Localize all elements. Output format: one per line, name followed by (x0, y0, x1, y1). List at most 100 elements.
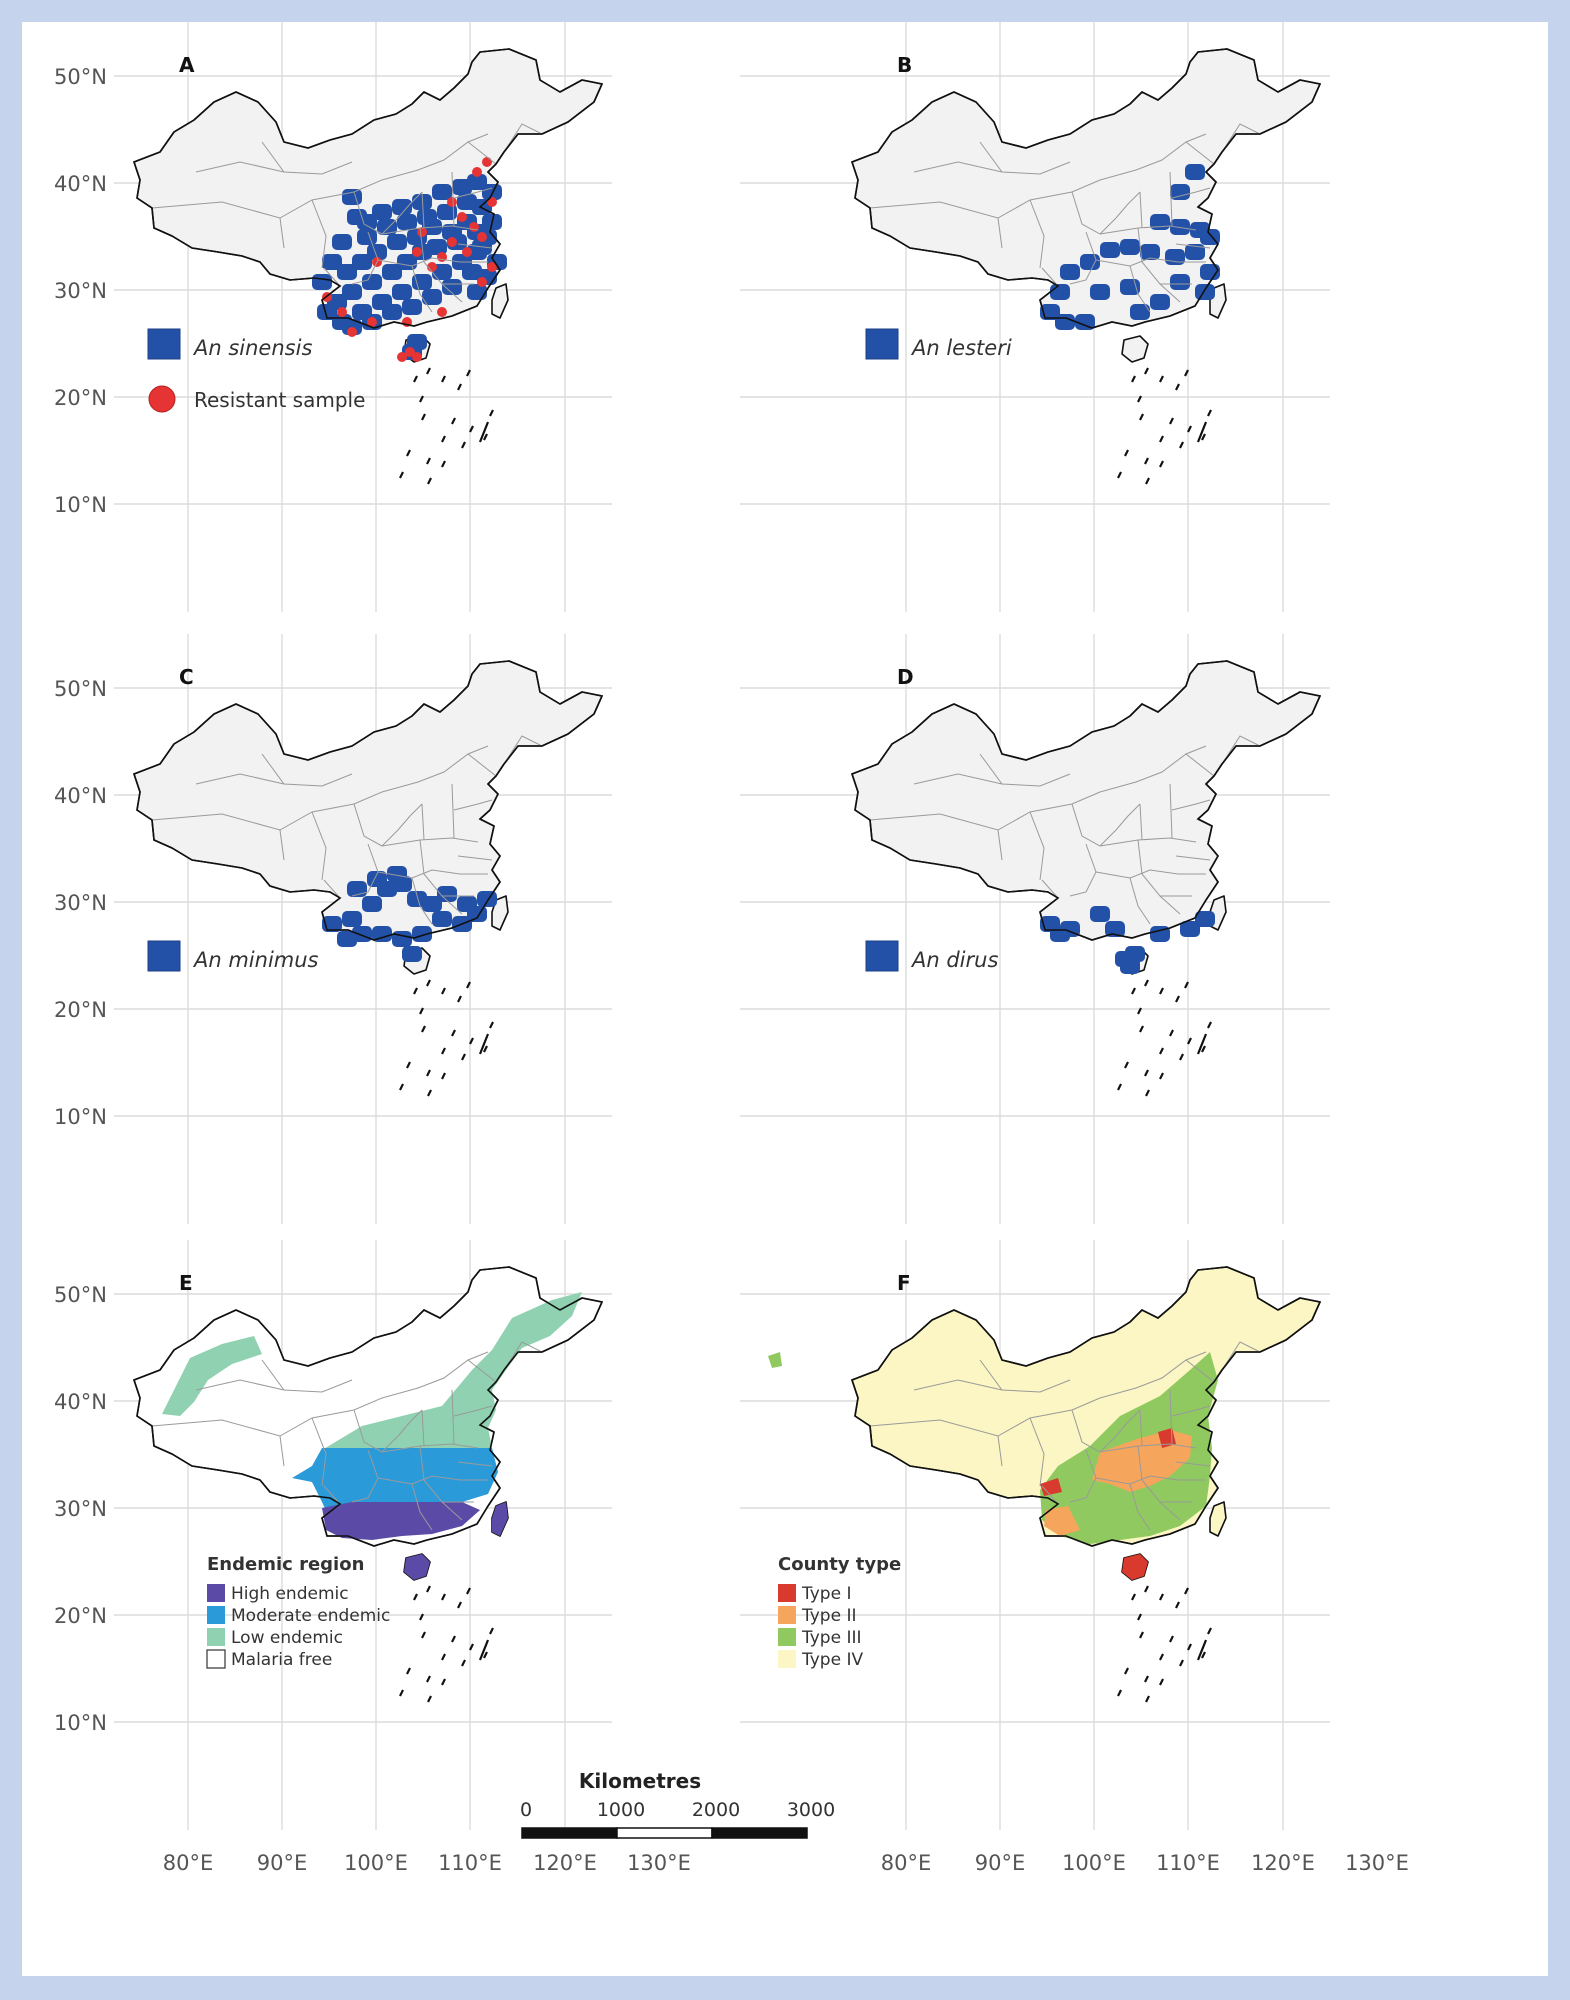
sinensis-region (367, 244, 387, 260)
sinensis-region (342, 284, 362, 300)
sea-island (1175, 1601, 1180, 1609)
type-i-region (1122, 1554, 1148, 1580)
sea-island (1179, 441, 1184, 449)
sea-island (1137, 1613, 1142, 1621)
dirus-region (1105, 921, 1125, 937)
sinensis-region (402, 299, 422, 315)
map-panel-a: 50°N 40°N 30°N 20°N 10°N A An sinensis Resistan… (54, 22, 612, 612)
sea-island (399, 471, 404, 479)
sea-island (457, 383, 462, 391)
latitude-label: 50°N (54, 1283, 107, 1307)
sea-island (1124, 449, 1129, 457)
longitude-label: 130°E (1345, 1851, 1409, 1875)
sea-island (483, 1651, 488, 1659)
sea-island (1196, 1639, 1208, 1661)
sea-island (426, 1069, 431, 1077)
scale-bar-segment (711, 1827, 808, 1839)
sinensis-region (347, 209, 367, 225)
sea-island (483, 1045, 488, 1053)
sea-island (1159, 987, 1164, 995)
low-endemic-region (162, 1336, 262, 1416)
sinensis-region (382, 264, 402, 280)
sea-island (1169, 1635, 1174, 1643)
sea-island (406, 1061, 411, 1069)
legend-title: Endemic region (207, 1554, 364, 1575)
scale-bar: Kilometres 0 1000 2000 3000 (520, 1769, 835, 1839)
resistant-sample-point (447, 237, 457, 247)
minimus-region (412, 926, 432, 942)
sea-island (466, 369, 471, 377)
legend-label: An dirus (910, 948, 998, 972)
legend-swatch (147, 940, 181, 972)
sea-island (461, 1659, 466, 1667)
sea-island (1201, 1651, 1206, 1659)
scale-bar-tick-label: 2000 (692, 1799, 740, 1821)
legend-label: An lesteri (910, 336, 1012, 360)
sea-island (1184, 1587, 1189, 1595)
panel-letter: B (897, 53, 912, 77)
sea-island (441, 1653, 446, 1661)
legend-swatch (207, 1606, 225, 1624)
sea-island (489, 1021, 494, 1029)
legend-label: Low endemic (231, 1628, 343, 1648)
sea-island (1124, 1061, 1129, 1069)
sea-island (1117, 471, 1122, 479)
sea-island (451, 1029, 456, 1037)
latitude-label: 20°N (54, 386, 107, 410)
dirus-region (1125, 946, 1145, 962)
scale-bar-segment (521, 1827, 618, 1839)
sinensis-region (352, 254, 372, 270)
sea-island (441, 987, 446, 995)
sea-island (457, 995, 462, 1003)
sea-island (399, 1083, 404, 1091)
latitude-label: 10°N (54, 1105, 107, 1129)
resistant-sample-point (457, 212, 467, 222)
sea-island (421, 413, 426, 421)
resistant-sample-point (412, 247, 422, 257)
sinensis-region (392, 284, 412, 300)
panel-letter: F (897, 1271, 911, 1295)
sea-island (478, 1639, 490, 1661)
sea-island (421, 1025, 426, 1033)
lesteri-region (1075, 314, 1095, 330)
taiwan-island (491, 283, 509, 319)
legend-swatch (865, 940, 899, 972)
sea-island (441, 375, 446, 383)
china-outline (851, 48, 1321, 329)
latitude-label: 30°N (54, 1497, 107, 1521)
legend-swatch (147, 328, 181, 360)
lesteri-region (1120, 279, 1140, 295)
minimus-region (432, 911, 452, 927)
lesteri-region (1055, 314, 1075, 330)
sea-island (1117, 1689, 1122, 1697)
minimus-region (337, 931, 357, 947)
sea-island (483, 433, 488, 441)
longitude-label: 120°E (533, 1851, 597, 1875)
minimus-region (387, 866, 407, 882)
figure-frame: 50°N 40°N 30°N 20°N 10°N A An sinensis Resistan… (22, 22, 1548, 1976)
latitude-label: 10°N (54, 493, 107, 517)
sea-island (419, 1007, 424, 1015)
sea-island (413, 1593, 418, 1601)
resistant-sample-point (412, 352, 422, 362)
sea-island (419, 395, 424, 403)
sinensis-region (437, 204, 457, 220)
sea-island (427, 1695, 432, 1703)
lesteri-region (1170, 184, 1190, 200)
legend-label: Type II (801, 1606, 856, 1626)
sinensis-region (312, 274, 332, 290)
lesteri-region (1170, 274, 1190, 290)
sea-island (1159, 375, 1164, 383)
longitude-label: 80°E (881, 1851, 932, 1875)
longitude-label: 100°E (1062, 1851, 1126, 1875)
sea-island (1196, 1033, 1208, 1055)
minimus-region (402, 946, 422, 962)
resistant-sample-point (437, 307, 447, 317)
sea-island (1169, 1029, 1174, 1037)
longitude-label: 110°E (438, 1851, 502, 1875)
lesteri-region (1150, 294, 1170, 310)
sea-island (1159, 1653, 1164, 1661)
latitude-label: 30°N (54, 279, 107, 303)
panel-letter: D (897, 665, 914, 689)
sea-island (1207, 409, 1212, 417)
